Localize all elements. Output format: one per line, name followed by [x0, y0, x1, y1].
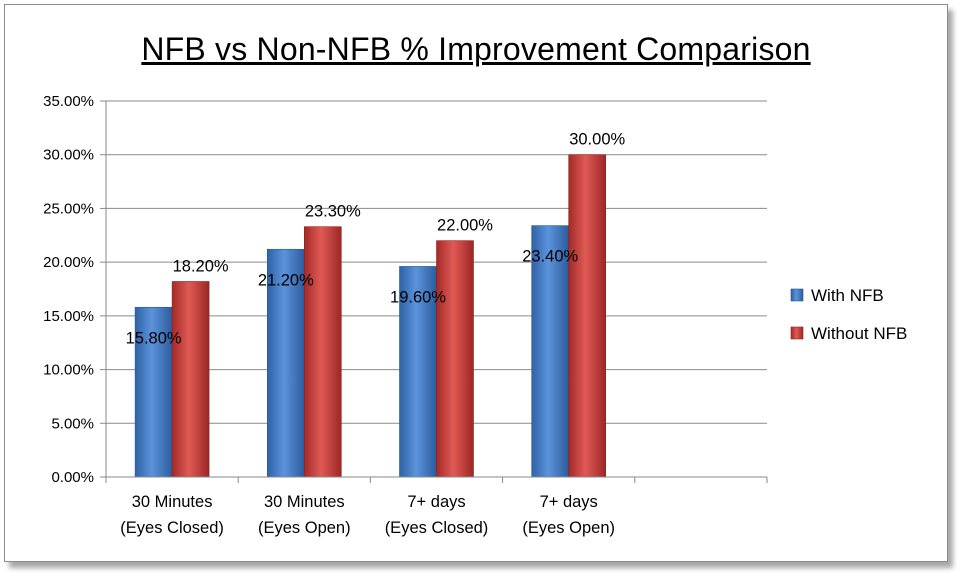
data-label: 23.40% — [522, 248, 578, 266]
y-tick-label: 35.00% — [43, 93, 94, 110]
legend-swatch — [790, 288, 804, 302]
chart-frame: NFB vs Non-NFB % Improvement Comparison … — [4, 4, 948, 562]
data-label: 21.20% — [258, 271, 314, 289]
legend-label: Without NFB — [811, 324, 907, 343]
bar-without-nfb — [568, 154, 607, 478]
y-tick-label: 0.00% — [51, 469, 94, 486]
data-label: 15.80% — [126, 329, 182, 347]
chart-title: NFB vs Non-NFB % Improvement Comparison — [141, 31, 811, 67]
y-tick-label: 30.00% — [43, 147, 94, 164]
data-label: 30.00% — [569, 131, 625, 149]
x-tick-label: 7+ days (Eyes Closed) — [385, 493, 489, 537]
data-label: 22.00% — [437, 217, 493, 235]
y-tick-label: 15.00% — [43, 308, 94, 325]
data-label: 19.60% — [390, 288, 446, 306]
bar-without-nfb — [171, 281, 210, 478]
y-tick-label: 25.00% — [43, 200, 94, 217]
legend-swatch — [790, 326, 804, 340]
data-label: 18.20% — [173, 257, 229, 275]
bar-with-nfb — [266, 248, 305, 478]
y-tick-label: 20.00% — [43, 254, 94, 271]
bar-chart: 0.00% 5.00% 10.00% 15.00% 20.00% 25.00% 30.00%… — [43, 93, 907, 537]
y-tick-label: 10.00% — [43, 362, 94, 379]
x-tick-label: 30 Minutes (Eyes Closed) — [120, 493, 224, 537]
x-tick-label: 30 Minutes (Eyes Open) — [258, 493, 351, 537]
x-tick-label: 7+ days (Eyes Open) — [522, 493, 615, 537]
bar-with-nfb — [531, 225, 570, 478]
bar-without-nfb — [303, 226, 342, 478]
bar-without-nfb — [436, 240, 474, 478]
data-label: 23.30% — [305, 203, 361, 221]
y-tick-label: 5.00% — [51, 415, 94, 432]
legend-label: With NFB — [811, 286, 884, 305]
